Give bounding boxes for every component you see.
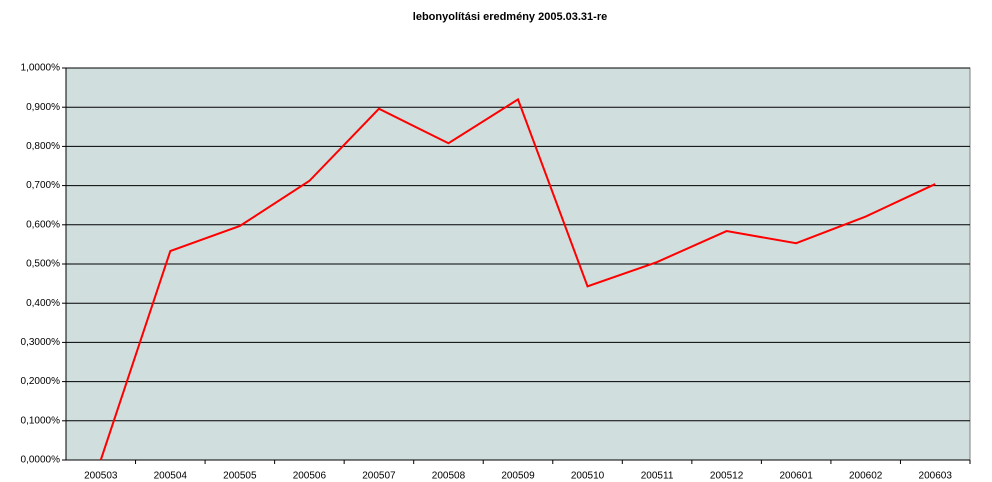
y-tick-label: 0,900%: [26, 102, 60, 113]
chart-title: lebonyolítási eredmény 2005.03.31-re: [413, 11, 607, 23]
y-tick-label: 0,1000%: [21, 415, 61, 426]
x-tick-label: 200511: [641, 471, 674, 482]
x-tick-label: 200510: [571, 471, 605, 482]
y-tick-label: 1,0000%: [21, 63, 61, 74]
x-tick-label: 200505: [223, 471, 257, 482]
x-tick-label: 200512: [710, 471, 744, 482]
x-tick-label: 200601: [779, 471, 813, 482]
y-tick-label: 0,3000%: [21, 337, 61, 348]
y-tick-label: 0,700%: [26, 180, 60, 191]
x-tick-label: 200602: [849, 471, 883, 482]
x-tick-label: 200506: [293, 471, 327, 482]
x-tick-label: 200603: [919, 471, 953, 482]
x-tick-label: 200509: [501, 471, 535, 482]
x-tick-label: 200503: [84, 471, 118, 482]
x-tick-label: 200507: [362, 471, 396, 482]
y-tick-label: 0,0000%: [21, 455, 61, 466]
x-tick-label: 200508: [432, 471, 466, 482]
x-tick-label: 200504: [154, 471, 188, 482]
y-tick-label: 0,800%: [26, 141, 60, 152]
line-series: [99, 97, 936, 461]
y-tick-label: 0,600%: [26, 219, 60, 230]
y-tick-label: 0,400%: [26, 298, 60, 309]
y-tick-label: 0,2000%: [21, 376, 61, 387]
y-tick-label: 0,500%: [26, 259, 60, 270]
